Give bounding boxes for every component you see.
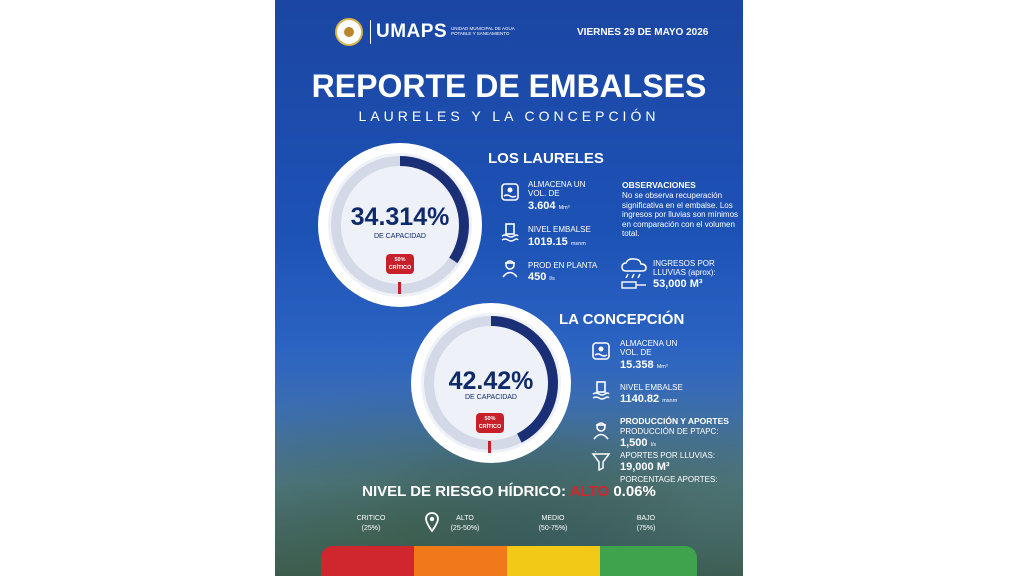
laureles-rain-value: 53,000 M³: [653, 278, 703, 290]
risk-percentage: 0.06%: [613, 483, 656, 500]
concepcion-capacity-label: DE CAPACIDAD: [465, 394, 517, 401]
laureles-level-value: 1019.15: [528, 236, 568, 248]
water-volume-icon: [501, 183, 519, 201]
report-poster: UMAPS UNIDAD MUNICIPAL DE AGUA POTABLE Y…: [275, 0, 743, 576]
worker-icon: [593, 422, 609, 440]
concepcion-percent: 42.42%: [448, 367, 534, 395]
laureles-volume-unit: Mm³: [558, 205, 570, 211]
worker-icon: [502, 260, 518, 278]
laureles-title: LOS LAURELES: [488, 150, 604, 167]
laureles-critical-label: CRÍTICO: [388, 265, 412, 271]
concepcion-gauge: [411, 303, 571, 463]
concepcion-pct-label: PORCENTAGE APORTES:: [620, 475, 718, 484]
concepcion-critical-line: [488, 441, 491, 453]
risk-scale-alto: ALTO (25-50%): [430, 514, 500, 534]
observations-title: OBSERVACIONES: [622, 180, 696, 190]
location-pin-icon: [425, 512, 439, 532]
concepcion-level-label: NIVEL EMBALSE: [620, 383, 683, 392]
rain-cloud-icon: [621, 258, 647, 289]
laureles-prod-value: 450: [528, 271, 547, 283]
concepcion-prod-unit: l/s: [650, 442, 657, 448]
observations-text: No se observa recuperación significativa…: [622, 191, 739, 238]
concepcion-prod-title: PRODUCCIÓN Y APORTES: [620, 416, 729, 426]
water-level-icon: [501, 223, 519, 242]
concepcion-prod-value: 1,500: [620, 437, 648, 449]
risk-scale-range: (75%): [636, 525, 656, 532]
risk-scale-name: BAJO: [636, 515, 656, 522]
risk-scale-range: (25%): [361, 525, 381, 532]
risk-scale-critico: CRITICO (25%): [336, 514, 406, 534]
brand-name: UMAPS: [376, 21, 448, 42]
laureles-percent: 34.314%: [350, 203, 450, 231]
risk-scale-medio: MEDIO (50-75%): [518, 514, 588, 534]
concepcion-critical-marker: 50% CRÍTICO: [476, 413, 504, 433]
risk-level: ALTO: [569, 483, 610, 500]
laureles-critical-marker: 50% CRÍTICO: [386, 254, 414, 274]
laureles-critical-line: [398, 282, 401, 294]
brand-subtitle: UNIDAD MUNICIPAL DE AGUA POTABLE Y SANEA…: [451, 26, 515, 36]
risk-scale-range: (25-50%): [450, 525, 480, 532]
laureles-volume-value: 3.604: [528, 200, 556, 212]
concepcion-level: 1140.82 msnm: [620, 393, 677, 405]
concepcion-volume-unit: Mm³: [656, 364, 668, 370]
concepcion-prod-label: PRODUCCIÓN DE PTAPC:: [620, 427, 719, 436]
concepcion-critical-value: 50%: [484, 416, 496, 422]
concepcion-level-unit: msnm: [662, 398, 678, 404]
risk-label: NIVEL DE RIESGO HÍDRICO:: [362, 483, 567, 500]
laureles-gauge-arc: [331, 156, 469, 294]
laureles-capacity-label: DE CAPACIDAD: [374, 233, 426, 240]
laureles-rain-label: INGRESOS POR LLUVIAS (aprox):: [653, 259, 716, 277]
page-subtitle: LAURELES Y LA CONCEPCIÓN: [358, 108, 660, 124]
concepcion-rain-value: 19,000 M³: [620, 461, 670, 473]
concepcion-volume-value: 15.358: [620, 359, 654, 371]
umaps-seal-icon: [335, 18, 363, 46]
risk-scale-name: CRITICO: [356, 515, 386, 522]
laureles-gauge: [318, 143, 482, 307]
logo-divider: [370, 20, 371, 44]
risk-bar-critico: [321, 546, 414, 576]
water-level-icon: [592, 381, 610, 400]
risk-bar-medio: [507, 546, 600, 576]
water-volume-icon: [592, 342, 610, 360]
laureles-prod: 450 l/s: [528, 271, 555, 283]
risk-scale-bajo: BAJO (75%): [611, 514, 681, 534]
risk-bar-alto: [414, 546, 507, 576]
concepcion-rain-label: APORTES POR LLUVIAS:: [620, 451, 715, 460]
laureles-volume-label: ALMACENA UN VOL. DE: [528, 180, 586, 198]
laureles-level: 1019.15 msnm: [528, 236, 586, 248]
laureles-level-unit: msnm: [570, 241, 586, 247]
report-date: VIERNES 29 DE MAYO 2026: [577, 27, 709, 38]
concepcion-title: LA CONCEPCIÓN: [559, 311, 685, 328]
concepcion-level-value: 1140.82: [620, 393, 660, 405]
risk-scale-name: ALTO: [456, 515, 474, 522]
laureles-level-label: NIVEL EMBALSE: [528, 225, 591, 234]
concepcion-volume-label: ALMACENA UN VOL. DE: [620, 339, 678, 357]
funnel-icon: [591, 451, 611, 471]
laureles-volume: 3.604 Mm³: [528, 200, 570, 212]
risk-bar-bajo: [600, 546, 697, 576]
concepcion-prod: 1,500 l/s: [620, 437, 656, 449]
risk-scale-name: MEDIO: [541, 515, 565, 522]
page-title: REPORTE DE EMBALSES: [311, 68, 707, 104]
risk-level-heading: NIVEL DE RIESGO HÍDRICO: ALTO 0.06%: [275, 483, 743, 500]
laureles-prod-label: PROD EN PLANTA: [528, 261, 598, 270]
concepcion-gauge-arc: [424, 316, 558, 450]
laureles-prod-unit: l/s: [549, 276, 555, 282]
risk-scale-range: (50-75%): [538, 525, 568, 532]
concepcion-critical-label: CRÍTICO: [478, 424, 502, 430]
laureles-critical-value: 50%: [394, 257, 406, 263]
concepcion-volume: 15.358 Mm³: [620, 359, 668, 371]
